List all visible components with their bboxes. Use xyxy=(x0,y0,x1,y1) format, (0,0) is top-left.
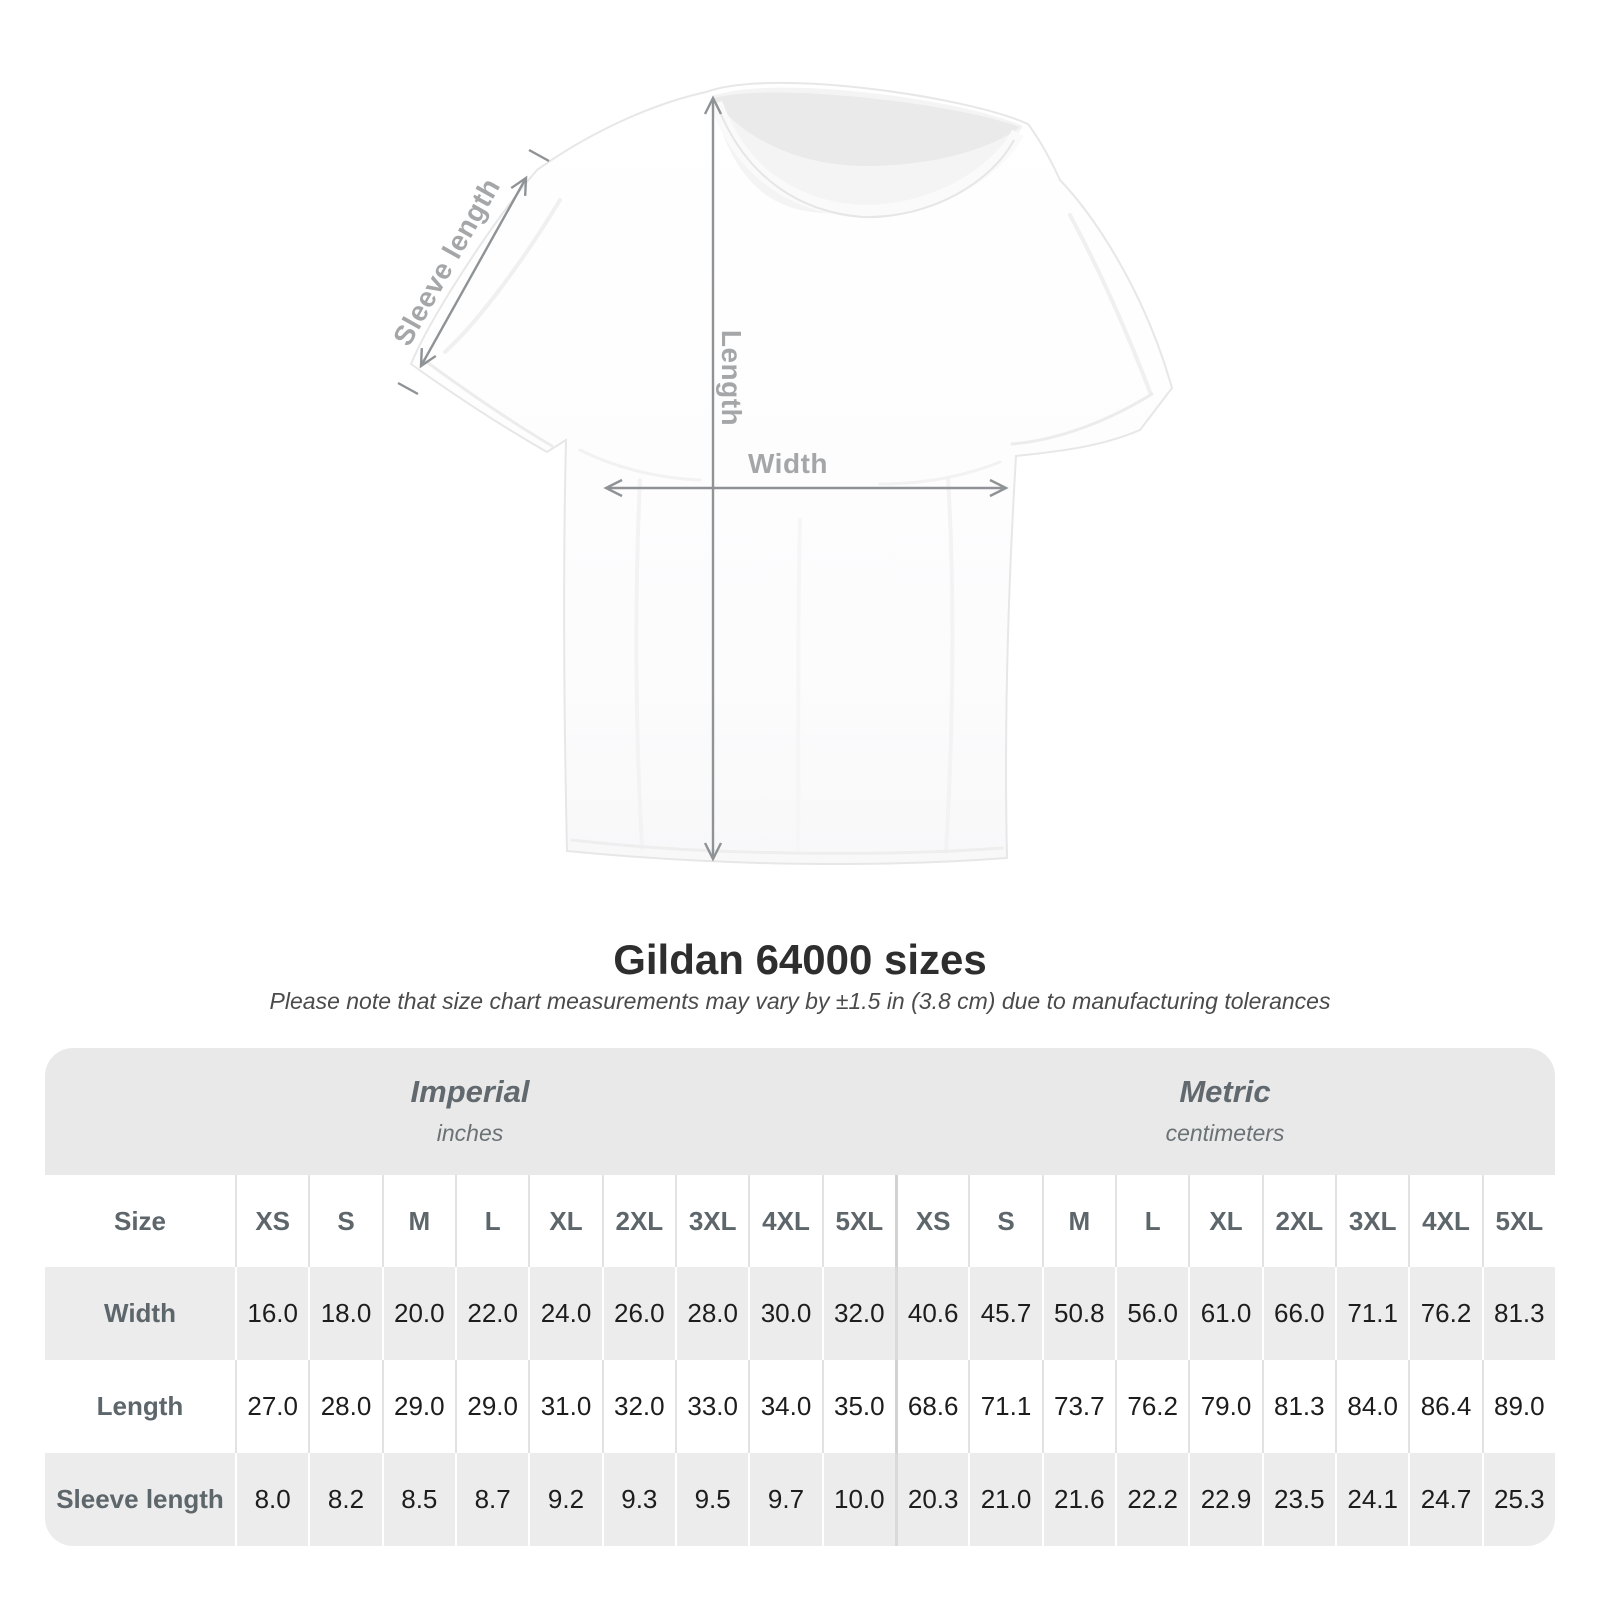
value-cell: 20.0 xyxy=(381,1267,455,1360)
value-cell: 81.3 xyxy=(1481,1267,1555,1360)
size-col-header: XL xyxy=(1188,1175,1262,1267)
group-metric-sublabel: centimeters xyxy=(1165,1120,1285,1146)
size-table: Imperial inches Metric centimeters Size X… xyxy=(45,1048,1555,1546)
size-col-header: M xyxy=(1041,1175,1115,1267)
value-cell: 22.0 xyxy=(455,1267,529,1360)
value-cell: 8.2 xyxy=(308,1453,382,1546)
row-label: Sleeve length xyxy=(45,1453,235,1546)
value-cell: 35.0 xyxy=(821,1360,895,1453)
group-header-band: Imperial inches Metric centimeters xyxy=(45,1048,1555,1175)
value-cell: 33.0 xyxy=(675,1360,749,1453)
value-cell: 8.7 xyxy=(455,1453,529,1546)
tshirt-graphic xyxy=(409,81,1174,866)
value-cell: 27.0 xyxy=(235,1360,309,1453)
value-cell: 10.0 xyxy=(821,1453,895,1546)
size-col-header: XS xyxy=(895,1175,969,1267)
value-cell: 22.9 xyxy=(1188,1453,1262,1546)
size-col-header: 4XL xyxy=(1408,1175,1482,1267)
row-label: Length xyxy=(45,1360,235,1453)
size-col-header: 5XL xyxy=(1481,1175,1555,1267)
value-cell: 9.5 xyxy=(675,1453,749,1546)
value-cell: 20.3 xyxy=(895,1453,969,1546)
value-cell: 40.6 xyxy=(895,1267,969,1360)
value-cell: 28.0 xyxy=(308,1360,382,1453)
size-col-label: Size xyxy=(45,1175,235,1267)
value-cell: 21.0 xyxy=(968,1453,1042,1546)
value-cell: 9.7 xyxy=(748,1453,822,1546)
value-cell: 32.0 xyxy=(821,1267,895,1360)
page-title: Gildan 64000 sizes xyxy=(613,936,987,983)
size-col-header: S xyxy=(968,1175,1042,1267)
value-cell: 26.0 xyxy=(601,1267,675,1360)
size-col-header: XS xyxy=(235,1175,309,1267)
value-cell: 23.5 xyxy=(1261,1453,1335,1546)
value-cell: 50.8 xyxy=(1041,1267,1115,1360)
value-cell: 21.6 xyxy=(1041,1453,1115,1546)
value-cell: 56.0 xyxy=(1115,1267,1189,1360)
value-cell: 24.1 xyxy=(1335,1453,1409,1546)
value-cell: 9.2 xyxy=(528,1453,602,1546)
size-col-header: 3XL xyxy=(1335,1175,1409,1267)
group-metric-label: Metric xyxy=(1179,1074,1271,1109)
value-cell: 76.2 xyxy=(1115,1360,1189,1453)
group-imperial-label: Imperial xyxy=(410,1074,530,1109)
value-cell: 28.0 xyxy=(675,1267,749,1360)
value-cell: 86.4 xyxy=(1408,1360,1482,1453)
value-cell: 18.0 xyxy=(308,1267,382,1360)
length-label: Length xyxy=(716,329,747,427)
value-cell: 30.0 xyxy=(748,1267,822,1360)
value-cell: 8.5 xyxy=(381,1453,455,1546)
value-cell: 24.0 xyxy=(528,1267,602,1360)
value-cell: 73.7 xyxy=(1041,1360,1115,1453)
value-cell: 45.7 xyxy=(968,1267,1042,1360)
size-col-header: 2XL xyxy=(1261,1175,1335,1267)
size-col-header: L xyxy=(1115,1175,1189,1267)
size-col-header: 2XL xyxy=(601,1175,675,1267)
value-cell: 79.0 xyxy=(1188,1360,1262,1453)
value-cell: 76.2 xyxy=(1408,1267,1482,1360)
sleeve-endcap-bottom xyxy=(397,381,419,396)
value-cell: 8.0 xyxy=(235,1453,309,1546)
value-cell: 71.1 xyxy=(1335,1267,1409,1360)
value-cell: 25.3 xyxy=(1481,1453,1555,1546)
value-cell: 66.0 xyxy=(1261,1267,1335,1360)
group-imperial-sublabel: inches xyxy=(436,1120,504,1146)
value-cell: 71.1 xyxy=(968,1360,1042,1453)
size-col-header: 5XL xyxy=(821,1175,895,1267)
value-cell: 29.0 xyxy=(381,1360,455,1453)
value-cell: 31.0 xyxy=(528,1360,602,1453)
value-cell: 24.7 xyxy=(1408,1453,1482,1546)
value-cell: 32.0 xyxy=(601,1360,675,1453)
size-col-header: 3XL xyxy=(675,1175,749,1267)
sleeve-arrow xyxy=(419,175,528,369)
size-col-header: 4XL xyxy=(748,1175,822,1267)
row-label: Width xyxy=(45,1267,235,1360)
shirt-figure: Sleeve length Length Width xyxy=(387,81,1174,866)
size-col-header: S xyxy=(308,1175,382,1267)
size-col-header: M xyxy=(381,1175,455,1267)
value-cell: 89.0 xyxy=(1481,1360,1555,1453)
sleeve-endcap-top xyxy=(528,148,550,163)
page-subtitle: Please note that size chart measurements… xyxy=(269,988,1331,1014)
value-cell: 34.0 xyxy=(748,1360,822,1453)
value-cell: 9.3 xyxy=(601,1453,675,1546)
value-cell: 61.0 xyxy=(1188,1267,1262,1360)
width-label: Width xyxy=(748,448,828,479)
group-metric: Metric centimeters xyxy=(895,1048,1555,1175)
value-cell: 22.2 xyxy=(1115,1453,1189,1546)
value-cell: 84.0 xyxy=(1335,1360,1409,1453)
value-cell: 29.0 xyxy=(455,1360,529,1453)
size-col-header: L xyxy=(455,1175,529,1267)
value-cell: 16.0 xyxy=(235,1267,309,1360)
value-cell: 81.3 xyxy=(1261,1360,1335,1453)
size-col-header: XL xyxy=(528,1175,602,1267)
group-imperial: Imperial inches xyxy=(45,1048,895,1175)
value-cell: 68.6 xyxy=(895,1360,969,1453)
size-grid: Size XS S M L XL 2XL 3XL 4XL 5XL XS S M L XL 2XL 3XL 4XL 5… xyxy=(45,1175,1555,1546)
shirt-svg xyxy=(397,81,1174,866)
